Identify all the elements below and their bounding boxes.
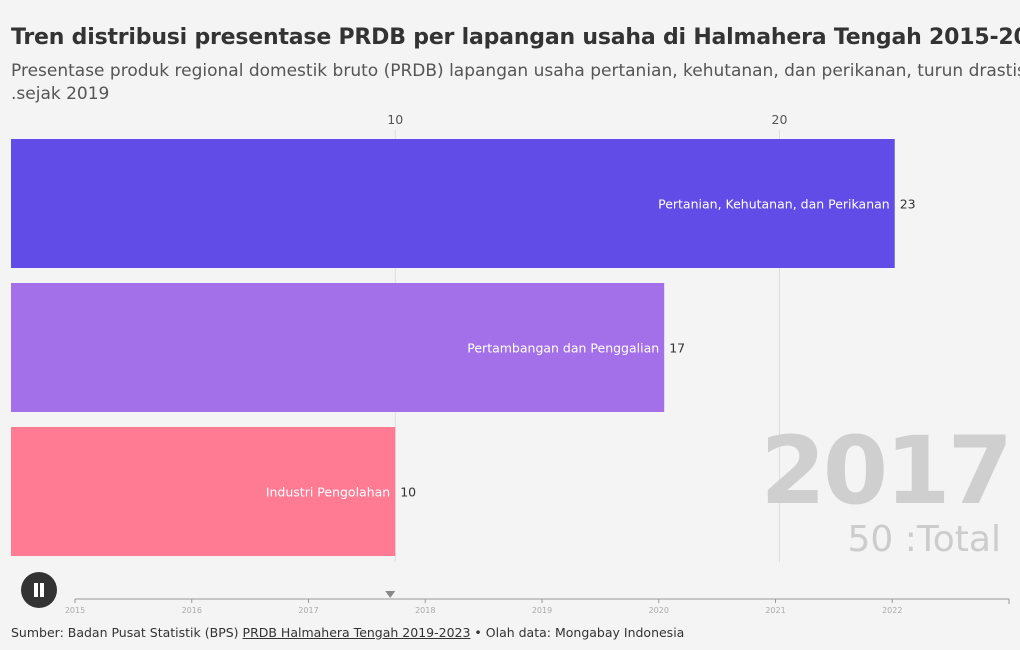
bar — [11, 427, 396, 556]
x-tick-label: 10 — [387, 112, 403, 127]
x-tick-label: 20 — [772, 112, 788, 127]
timeline-year-label: 2021 — [765, 606, 785, 615]
source-suffix: • Olah data: Mongabay Indonesia — [470, 625, 685, 640]
timeline-year-label: 2017 — [298, 606, 318, 615]
chart-subtitle: Presentase produk regional domestik brut… — [11, 60, 1020, 106]
pause-icon-bar — [40, 583, 44, 597]
current-year-label: 2017 — [760, 417, 1013, 526]
bar-value-label: 17 — [669, 341, 685, 356]
bar-value-label: 10 — [400, 485, 416, 500]
subtitle-line-2: .sejak 2019 — [11, 84, 110, 104]
bar-category-label: Pertambangan dan Penggalian — [467, 341, 659, 356]
timeline-year-label: 2015 — [65, 606, 85, 615]
timeline-year-label: 2020 — [649, 606, 669, 615]
timeline-year-label: 2016 — [182, 606, 202, 615]
bar — [11, 283, 665, 412]
bar-value-label: 23 — [900, 197, 916, 212]
bar-category-label: Pertanian, Kehutanan, dan Perikanan — [658, 197, 890, 212]
total-label: 50 :Total — [847, 519, 1001, 560]
pause-button[interactable] — [21, 572, 57, 608]
timeline-handle[interactable] — [385, 591, 396, 598]
source-footer: Sumber: Badan Pusat Statistik (BPS) PRDB… — [11, 625, 684, 640]
timeline-year-label: 2019 — [532, 606, 552, 615]
timeline-year-label: 2022 — [882, 606, 902, 615]
timeline-year-label: 2018 — [415, 606, 435, 615]
source-link[interactable]: PRDB Halmahera Tengah 2019-2023 — [242, 625, 471, 640]
pause-icon — [34, 583, 38, 597]
subtitle-line-1: Presentase produk regional domestik brut… — [11, 61, 1020, 81]
bar — [11, 139, 895, 268]
source-prefix: Sumber: Badan Pusat Statistik (BPS) — [11, 625, 243, 640]
chart-title: Tren distribusi presentase PRDB per lapa… — [11, 25, 1020, 50]
bar-category-label: Industri Pengolahan — [266, 485, 390, 500]
